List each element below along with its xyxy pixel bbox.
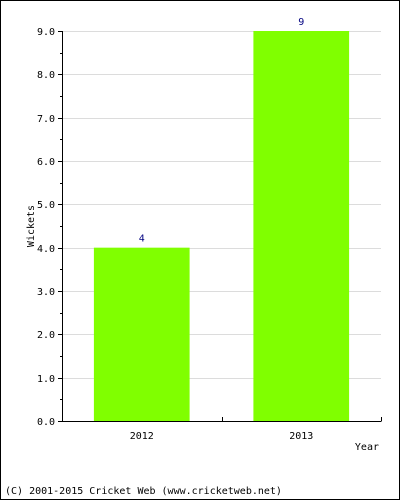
y-tick-label: 6.0 [37, 157, 55, 168]
bars [93, 31, 350, 421]
axes [62, 31, 382, 422]
x-ticks: 2012 2013 [62, 417, 382, 442]
y-ticks: 0.0 1.0 2.0 3.0 4.0 5.0 6.0 7.0 8.0 9.0 [37, 27, 62, 428]
y-tick-label: 4.0 [37, 244, 55, 255]
data-label-2013: 9 [298, 17, 304, 28]
y-tick-label: 1.0 [37, 374, 55, 385]
y-axis-title: Wickets [26, 205, 37, 247]
x-axis-title: Year [355, 442, 379, 453]
x-tick-label: 2012 [130, 431, 154, 442]
y-tick-label: 3.0 [37, 287, 55, 298]
y-tick-label: 0.0 [37, 417, 55, 428]
y-tick-label: 7.0 [37, 114, 55, 125]
data-label-2012: 4 [139, 234, 145, 245]
y-tick-label: 2.0 [37, 330, 55, 341]
y-tick-label: 5.0 [37, 200, 55, 211]
y-tick-label: 9.0 [37, 27, 55, 38]
bar-2012 [93, 247, 190, 421]
x-tick-label: 2013 [289, 431, 313, 442]
bar-2013 [253, 31, 350, 421]
y-tick-label: 8.0 [37, 70, 55, 81]
data-labels: 49 [139, 17, 305, 245]
copyright-footer: (C) 2001-2015 Cricket Web (www.cricketwe… [5, 486, 282, 497]
